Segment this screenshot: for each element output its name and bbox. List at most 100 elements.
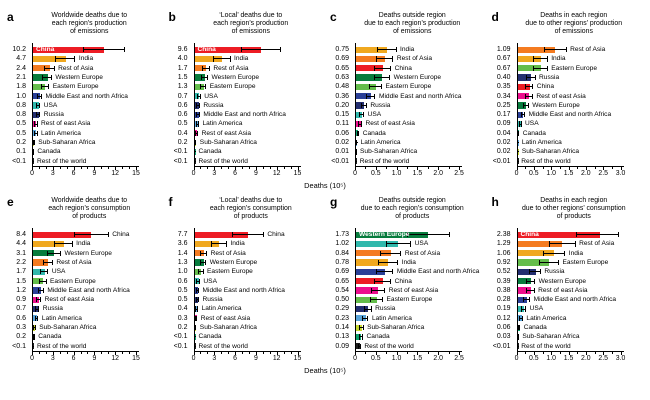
- panel-title-line: of emissions: [393, 28, 432, 36]
- error-bar-cap: [195, 306, 197, 312]
- x-tick: [603, 166, 605, 170]
- error-bar-cap: [357, 343, 359, 349]
- error-bar-cap: [361, 315, 363, 321]
- region-label: Russia: [375, 305, 396, 313]
- x-tick-label: 0: [191, 169, 196, 177]
- error-bar: [36, 104, 41, 106]
- error-bar-cap: [39, 278, 41, 284]
- region-label: Rest of the world: [36, 157, 87, 165]
- error-bar-cap: [40, 84, 42, 90]
- region-label: Middle East and north Africa: [533, 296, 617, 304]
- region-label: Rest of the world: [521, 157, 571, 165]
- bar: [194, 55, 223, 63]
- bar: [33, 231, 92, 238]
- value-label: 0.5: [16, 129, 26, 137]
- x-minor-tick: [525, 166, 527, 169]
- error-bar: [43, 77, 52, 79]
- bar: [356, 296, 377, 303]
- panel-title: Deaths outside region due to each region’…: [339, 197, 486, 222]
- error-bar-cap: [374, 278, 376, 284]
- value-label: <0.01: [492, 157, 511, 165]
- error-bar-cap: [390, 278, 392, 284]
- error-bar-cap: [539, 259, 541, 266]
- error-bar-cap: [519, 315, 521, 321]
- x-minor-tick: [38, 166, 40, 169]
- x-tick-label: 0: [30, 169, 34, 177]
- x-tick: [533, 351, 535, 355]
- x-minor-tick: [577, 351, 579, 354]
- bar: [33, 268, 45, 275]
- panel-title: Worldwide deaths due to each region’s con…: [16, 197, 163, 222]
- panel-f: f ‘Local’ deaths due to each region’s cons…: [164, 194, 326, 364]
- value-label: 0.09: [496, 120, 511, 128]
- region-label: Rest of the world: [198, 157, 248, 165]
- x-tick: [396, 351, 398, 355]
- error-bar-cap: [33, 325, 35, 331]
- error-bar: [517, 160, 519, 162]
- error-bar-cap: [406, 232, 408, 238]
- error-bar-cap: [410, 241, 412, 247]
- region-label: India: [76, 240, 91, 248]
- bar: [356, 65, 384, 72]
- x-minor-tick: [207, 166, 209, 169]
- value-label: <0.01: [492, 342, 511, 350]
- x-tick-label: 0: [353, 354, 357, 362]
- x-tick-label: 6: [233, 354, 238, 362]
- error-bar: [386, 243, 412, 245]
- x-minor-tick: [242, 166, 244, 169]
- region-label: Rest of east Asia: [388, 286, 439, 294]
- region-label: Sub-Saharan Africa: [39, 324, 97, 331]
- x-minor-tick: [221, 166, 223, 169]
- region-label: Western Europe: [532, 101, 580, 109]
- x-tick-label: 1.0: [391, 354, 402, 362]
- error-bar-cap: [33, 334, 35, 340]
- error-bar-cap: [546, 56, 548, 62]
- error-bar: [526, 86, 534, 88]
- region-label: Sub-Saharan Africa: [522, 333, 580, 341]
- value-label: 0.7: [16, 305, 26, 313]
- value-label: 2.2: [16, 258, 26, 266]
- bar: [517, 102, 527, 109]
- bar: [517, 305, 525, 313]
- value-label: 0.2: [177, 139, 188, 146]
- chart-area: 0 3 6 9 12 15 9.6 China 4.0 India 1.7 Rest of Asia 1…: [164, 43, 326, 177]
- bar: [33, 278, 44, 285]
- error-bar-cap: [378, 259, 380, 266]
- region-label: Eastern Europe: [207, 268, 253, 276]
- error-bar-cap: [527, 102, 529, 109]
- region-label: China: [394, 277, 412, 285]
- bar: [356, 259, 389, 266]
- region-label: Latin America: [360, 139, 401, 146]
- x-tick: [568, 166, 570, 170]
- error-bar-cap: [525, 287, 527, 294]
- x-tick-label: 0.5: [529, 354, 539, 362]
- bar: [356, 111, 363, 118]
- region-label: Rest of east Asia: [200, 314, 251, 322]
- region-label: Eastern Europe: [209, 83, 256, 91]
- error-bar-cap: [359, 112, 361, 118]
- error-bar-cap: [392, 56, 394, 62]
- value-label: 4.4: [16, 240, 26, 248]
- error-bar-cap: [42, 287, 44, 294]
- error-bar-cap: [198, 297, 199, 303]
- x-axis: [355, 165, 462, 167]
- bar: [517, 278, 532, 285]
- bar: [517, 231, 600, 238]
- x-tick-label: 12: [272, 354, 281, 362]
- x-minor-tick: [129, 351, 131, 354]
- region-label: Rest of Asia: [210, 249, 246, 257]
- panel-title-line: of products: [233, 213, 268, 221]
- bar: [194, 250, 205, 257]
- x-minor-tick: [559, 351, 561, 354]
- chart-area: 0 0.5 1.0 1.5 2.0 2.5 3.0 1.09 Rest of Asia 0.67 I…: [487, 43, 649, 177]
- error-bar-cap: [198, 112, 200, 118]
- error-bar: [370, 86, 382, 88]
- value-label: 4.0: [177, 55, 188, 63]
- x-tick-label: 3.0: [615, 169, 626, 177]
- panel-title: Worldwide deaths due to each region’s pro…: [16, 12, 163, 37]
- region-label: Rest of Asia: [396, 55, 432, 63]
- region-label: Rest of the world: [359, 157, 410, 165]
- value-label: 1.09: [496, 46, 511, 53]
- error-bar-cap: [548, 241, 550, 247]
- x-tick-label: 15: [132, 354, 140, 362]
